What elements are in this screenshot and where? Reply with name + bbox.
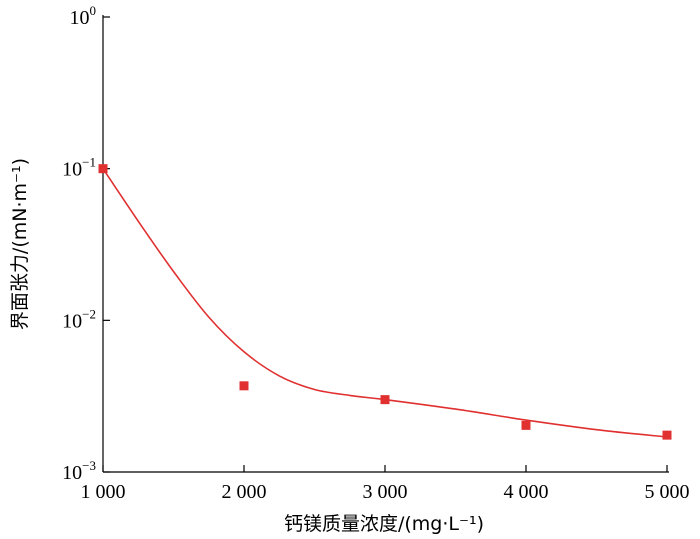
axes bbox=[102, 15, 669, 473]
x-tick-label: 5 000 bbox=[645, 481, 690, 503]
fit-curve bbox=[102, 168, 668, 438]
data-point bbox=[239, 381, 249, 391]
y-tick-label: 10−3 bbox=[62, 458, 96, 484]
data-point bbox=[521, 420, 531, 430]
x-axis-title: 钙镁质量浓度/(mg·L⁻¹) bbox=[284, 513, 484, 535]
x-tick-label: 1 000 bbox=[81, 481, 126, 503]
x-tick-label: 2 000 bbox=[222, 481, 267, 503]
y-tick-label: 100 bbox=[70, 3, 97, 29]
x-tick-label: 3 000 bbox=[363, 481, 408, 503]
ticks: 1 000 2 000 3 000 4 000 5 000 100 10−1 10−2 10−3 bbox=[62, 3, 689, 503]
y-tick-label: 10−1 bbox=[62, 155, 96, 181]
data-point bbox=[662, 430, 672, 440]
data-point bbox=[98, 164, 108, 174]
data-markers bbox=[98, 164, 672, 440]
data-point bbox=[380, 395, 390, 405]
y-axis-title: 界面张力/(mN·m⁻¹) bbox=[9, 158, 31, 330]
x-tick-label: 4 000 bbox=[504, 481, 549, 503]
y-tick-label: 10−2 bbox=[62, 306, 96, 332]
